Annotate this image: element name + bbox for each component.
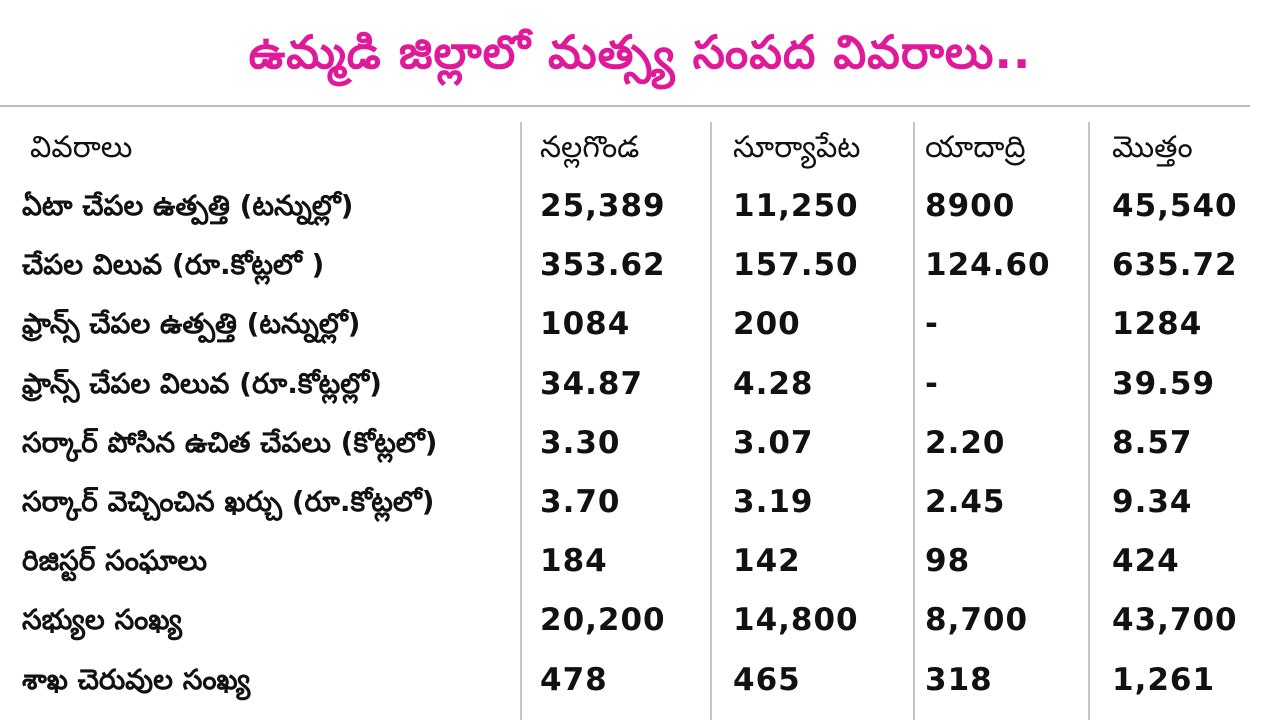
cell-yadadri: 124.60: [925, 247, 1051, 283]
row-label: ఫ్రాన్స్ చేపల ఉత్పత్తి (టన్నుల్లో): [22, 307, 361, 340]
cell-nalgonda: 3.70: [540, 484, 621, 520]
row-label: సభ్యుల సంఖ్య: [22, 603, 182, 636]
cell-total: 635.72: [1112, 247, 1238, 283]
header-yadadri: యాదాద్రి: [925, 130, 1026, 165]
cell-total: 424: [1112, 543, 1180, 579]
cell-yadadri: 2.20: [925, 425, 1006, 461]
page-title: ఉమ్మడి జిల్లాలో మత్స్య సంపద వివరాలు..: [248, 25, 1032, 79]
cell-suryapet: 3.07: [733, 425, 814, 461]
row-label: శాఖ చెరువుల సంఖ్య: [22, 663, 251, 696]
row-label: ఏటా చేపల ఉత్పత్తి (టన్నుల్లో): [22, 189, 354, 222]
cell-yadadri: 8,700: [925, 602, 1029, 638]
cell-suryapet: 14,800: [733, 602, 859, 638]
header-suryapet: సూర్యాపేట: [733, 130, 861, 165]
row-label: చేపల విలువ (రూ.కోట్లలో ): [22, 248, 325, 281]
cell-suryapet: 4.28: [733, 366, 814, 402]
header-details: వివరాలు: [30, 130, 133, 165]
cell-nalgonda: 184: [540, 543, 608, 579]
cell-nalgonda: 1084: [540, 306, 631, 342]
row-label: సర్కార్ వెచ్చించిన ఖర్చు (రూ.కోట్లలో): [22, 485, 435, 518]
cell-nalgonda: 478: [540, 662, 608, 698]
column-divider: [913, 122, 915, 720]
title-divider: [0, 105, 1250, 107]
cell-nalgonda: 25,389: [540, 188, 666, 224]
cell-suryapet: 200: [733, 306, 801, 342]
cell-total: 1284: [1112, 306, 1203, 342]
cell-yadadri: -: [925, 306, 939, 342]
header-total: మొత్తం: [1112, 130, 1193, 165]
cell-suryapet: 142: [733, 543, 801, 579]
cell-total: 45,540: [1112, 188, 1238, 224]
column-divider: [1088, 122, 1090, 720]
cell-nalgonda: 20,200: [540, 602, 666, 638]
row-label: సర్కార్ పోసిన ఉచిత చేపలు (కోట్లలో): [22, 426, 438, 459]
column-divider: [520, 122, 522, 720]
header-nalgonda: నల్లగొండ: [540, 130, 640, 165]
cell-total: 43,700: [1112, 602, 1238, 638]
cell-yadadri: 8900: [925, 188, 1016, 224]
row-label: ఫ్రాన్స్ చేపల విలువ (రూ.కోట్లల్లో): [22, 367, 382, 400]
cell-suryapet: 3.19: [733, 484, 814, 520]
row-label: రిజిస్టర్ సంఘాలు: [22, 544, 208, 577]
cell-suryapet: 465: [733, 662, 801, 698]
cell-yadadri: 2.45: [925, 484, 1006, 520]
cell-suryapet: 11,250: [733, 188, 859, 224]
cell-nalgonda: 3.30: [540, 425, 621, 461]
cell-yadadri: 318: [925, 662, 993, 698]
cell-total: 9.34: [1112, 484, 1193, 520]
cell-total: 8.57: [1112, 425, 1193, 461]
cell-total: 39.59: [1112, 366, 1216, 402]
cell-yadadri: 98: [925, 543, 971, 579]
cell-nalgonda: 353.62: [540, 247, 666, 283]
cell-total: 1,261: [1112, 662, 1216, 698]
cell-suryapet: 157.50: [733, 247, 859, 283]
cell-nalgonda: 34.87: [540, 366, 644, 402]
cell-yadadri: -: [925, 366, 939, 402]
column-divider: [710, 122, 712, 720]
